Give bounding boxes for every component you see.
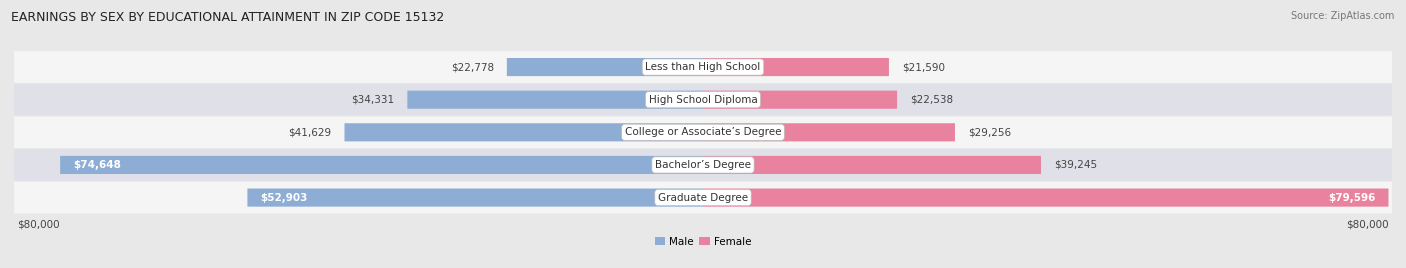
FancyBboxPatch shape [247,188,703,207]
FancyBboxPatch shape [60,156,703,174]
FancyBboxPatch shape [703,58,889,76]
FancyBboxPatch shape [14,117,1392,148]
Text: $34,331: $34,331 [352,95,395,105]
Text: $22,778: $22,778 [451,62,494,72]
Text: $29,256: $29,256 [967,127,1011,137]
FancyBboxPatch shape [703,123,955,142]
FancyBboxPatch shape [14,182,1392,213]
Legend: Male, Female: Male, Female [655,237,751,247]
FancyBboxPatch shape [14,51,1392,83]
FancyBboxPatch shape [703,91,897,109]
Text: $74,648: $74,648 [73,160,121,170]
Text: $80,000: $80,000 [1346,220,1389,230]
Text: $52,903: $52,903 [260,193,308,203]
Text: $79,596: $79,596 [1329,193,1375,203]
FancyBboxPatch shape [703,188,1389,207]
Text: EARNINGS BY SEX BY EDUCATIONAL ATTAINMENT IN ZIP CODE 15132: EARNINGS BY SEX BY EDUCATIONAL ATTAINMEN… [11,11,444,24]
FancyBboxPatch shape [408,91,703,109]
Text: $41,629: $41,629 [288,127,332,137]
FancyBboxPatch shape [703,156,1040,174]
Text: $39,245: $39,245 [1054,160,1097,170]
Text: $22,538: $22,538 [910,95,953,105]
Text: High School Diploma: High School Diploma [648,95,758,105]
FancyBboxPatch shape [14,84,1392,116]
Text: College or Associate’s Degree: College or Associate’s Degree [624,127,782,137]
Text: $21,590: $21,590 [901,62,945,72]
Text: $80,000: $80,000 [17,220,60,230]
Text: Source: ZipAtlas.com: Source: ZipAtlas.com [1291,11,1395,21]
Text: Graduate Degree: Graduate Degree [658,193,748,203]
FancyBboxPatch shape [14,149,1392,181]
Text: Bachelor’s Degree: Bachelor’s Degree [655,160,751,170]
FancyBboxPatch shape [506,58,703,76]
Text: Less than High School: Less than High School [645,62,761,72]
FancyBboxPatch shape [344,123,703,142]
